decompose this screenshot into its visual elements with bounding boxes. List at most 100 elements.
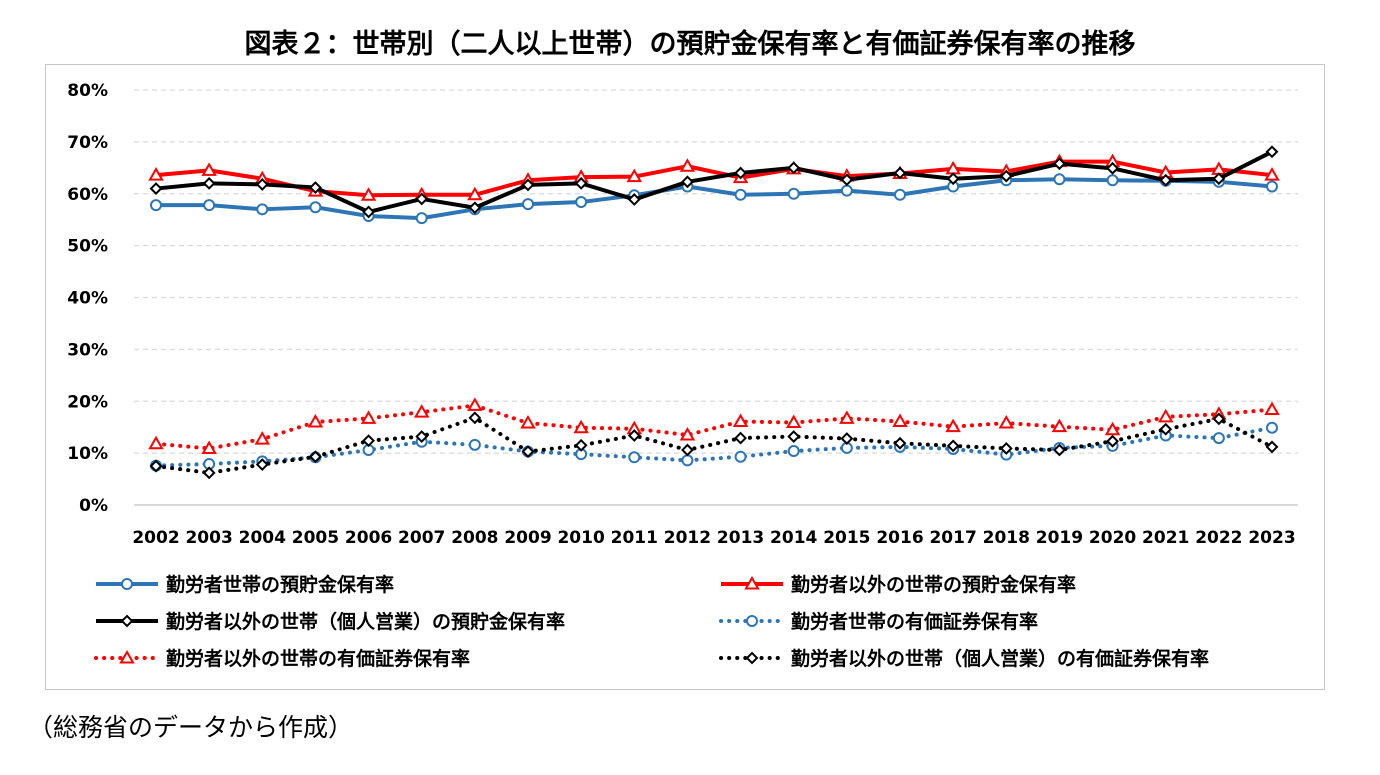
data-point bbox=[362, 434, 375, 448]
data-point bbox=[1212, 412, 1226, 426]
data-point bbox=[309, 181, 322, 194]
series-4 bbox=[150, 421, 1278, 472]
x-tick-label: 2019 bbox=[1036, 528, 1083, 548]
data-point bbox=[627, 193, 641, 206]
data-point bbox=[468, 201, 482, 215]
x-tick-label: 2012 bbox=[664, 528, 711, 548]
y-tick-label: 0% bbox=[79, 496, 108, 516]
legend-label: 勤労者世帯の有価証券保有率 bbox=[791, 610, 1038, 633]
x-tick-label: 2002 bbox=[132, 528, 179, 548]
data-point bbox=[468, 411, 482, 425]
data-point bbox=[840, 184, 853, 197]
data-point bbox=[307, 413, 324, 428]
x-tick-label: 2021 bbox=[1142, 528, 1189, 548]
data-point bbox=[892, 413, 908, 427]
data-point bbox=[202, 466, 216, 480]
data-point bbox=[840, 173, 854, 187]
x-tick-label: 2006 bbox=[345, 528, 392, 548]
data-point bbox=[681, 175, 694, 189]
data-point bbox=[415, 192, 429, 206]
y-tick-label: 30% bbox=[67, 340, 108, 360]
data-point bbox=[309, 450, 322, 464]
legend-label: 勤労者以外の世帯（個人営業）の有価証券保有率 bbox=[791, 647, 1209, 670]
series-line bbox=[154, 403, 1274, 451]
data-point bbox=[1157, 408, 1174, 423]
data-point bbox=[254, 431, 271, 445]
series-line bbox=[155, 159, 1273, 198]
data-point bbox=[360, 187, 377, 201]
y-tick-label: 50% bbox=[67, 237, 108, 257]
data-point bbox=[256, 203, 269, 216]
data-point bbox=[202, 176, 216, 190]
y-tick-label: 20% bbox=[67, 392, 108, 412]
data-point bbox=[734, 450, 747, 463]
data-point bbox=[785, 414, 802, 429]
series-line bbox=[154, 415, 1274, 475]
data-point bbox=[787, 161, 801, 175]
data-point bbox=[894, 188, 906, 201]
series-line bbox=[156, 177, 1273, 221]
data-point bbox=[415, 212, 428, 225]
series-line bbox=[155, 149, 1273, 214]
x-tick-label: 2003 bbox=[185, 528, 232, 548]
data-point bbox=[1106, 434, 1119, 448]
data-point bbox=[148, 435, 164, 450]
data-point bbox=[1159, 422, 1173, 436]
chart-title: 図表２：世帯別（二人以上世帯）の預貯金保有率と有価証券保有率の推移 bbox=[244, 29, 1136, 60]
y-tick-label: 10% bbox=[67, 444, 108, 464]
data-point bbox=[787, 430, 801, 443]
data-point bbox=[468, 438, 481, 451]
series-line bbox=[154, 425, 1274, 468]
series-1 bbox=[150, 173, 1278, 225]
data-point bbox=[309, 201, 322, 214]
data-point bbox=[521, 445, 535, 458]
gridlines bbox=[134, 89, 1298, 454]
data-point bbox=[627, 429, 641, 442]
data-point bbox=[574, 176, 588, 190]
legend-item: 勤労者以外の世帯の預貯金保有率 bbox=[721, 573, 1076, 596]
data-point bbox=[1104, 421, 1121, 436]
axes: 0% 10% 20% 30% 40% 50% 60% 70% 80% 2002 2003 2004 20… bbox=[67, 81, 1298, 548]
legend: 勤労者世帯の預貯金保有率 勤労者以外の世帯の預貯金保有率勤労者以外の世帯（個人営業… bbox=[94, 573, 1209, 670]
data-point bbox=[1051, 418, 1068, 433]
x-tick-label: 2011 bbox=[611, 528, 658, 548]
data-point bbox=[679, 158, 696, 172]
data-point bbox=[1212, 172, 1226, 186]
y-tick-label: 80% bbox=[67, 81, 108, 101]
legend-item: 勤労者以外の世帯（個人営業）の有価証券保有率 bbox=[719, 647, 1209, 670]
data-point bbox=[575, 196, 588, 209]
x-tick-label: 2013 bbox=[717, 528, 764, 548]
data-point bbox=[734, 166, 747, 180]
data-point bbox=[945, 418, 961, 433]
legend-marker bbox=[121, 578, 133, 590]
data-point bbox=[734, 188, 747, 201]
legend-label: 勤労者世帯の預貯金保有率 bbox=[166, 573, 394, 596]
data-point bbox=[1106, 161, 1119, 175]
legend-label: 勤労者以外の世帯の預貯金保有率 bbox=[791, 573, 1076, 596]
data-point bbox=[787, 187, 800, 200]
data-point bbox=[522, 198, 534, 211]
data-point bbox=[573, 419, 589, 434]
series-lines bbox=[148, 145, 1280, 480]
legend-label: 勤労者以外の世帯の有価証券保有率 bbox=[166, 647, 470, 670]
data-point bbox=[999, 442, 1013, 455]
data-point bbox=[626, 168, 643, 183]
legend-marker bbox=[120, 614, 134, 628]
x-tick-label: 2010 bbox=[557, 528, 604, 548]
data-point bbox=[1265, 440, 1279, 454]
x-tick-label: 2015 bbox=[823, 528, 870, 548]
source-note: （総務省のデータから作成） bbox=[28, 713, 354, 742]
x-tick-label: 2009 bbox=[504, 528, 551, 548]
x-tick-label: 2005 bbox=[292, 528, 339, 548]
legend-marker bbox=[746, 615, 758, 627]
legend-item: 勤労者以外の世帯の有価証券保有率 bbox=[94, 647, 470, 670]
data-point bbox=[681, 454, 694, 467]
data-point bbox=[203, 199, 216, 212]
data-point bbox=[467, 397, 483, 411]
line-chart: 0% 10% 20% 30% 40% 50% 60% 70% 80% 2002 2003 2004 20… bbox=[67, 81, 1298, 670]
series-3 bbox=[149, 145, 1279, 219]
data-point bbox=[520, 415, 536, 429]
y-tick-label: 70% bbox=[67, 133, 108, 153]
series-5 bbox=[148, 397, 1280, 454]
data-point bbox=[255, 458, 269, 471]
